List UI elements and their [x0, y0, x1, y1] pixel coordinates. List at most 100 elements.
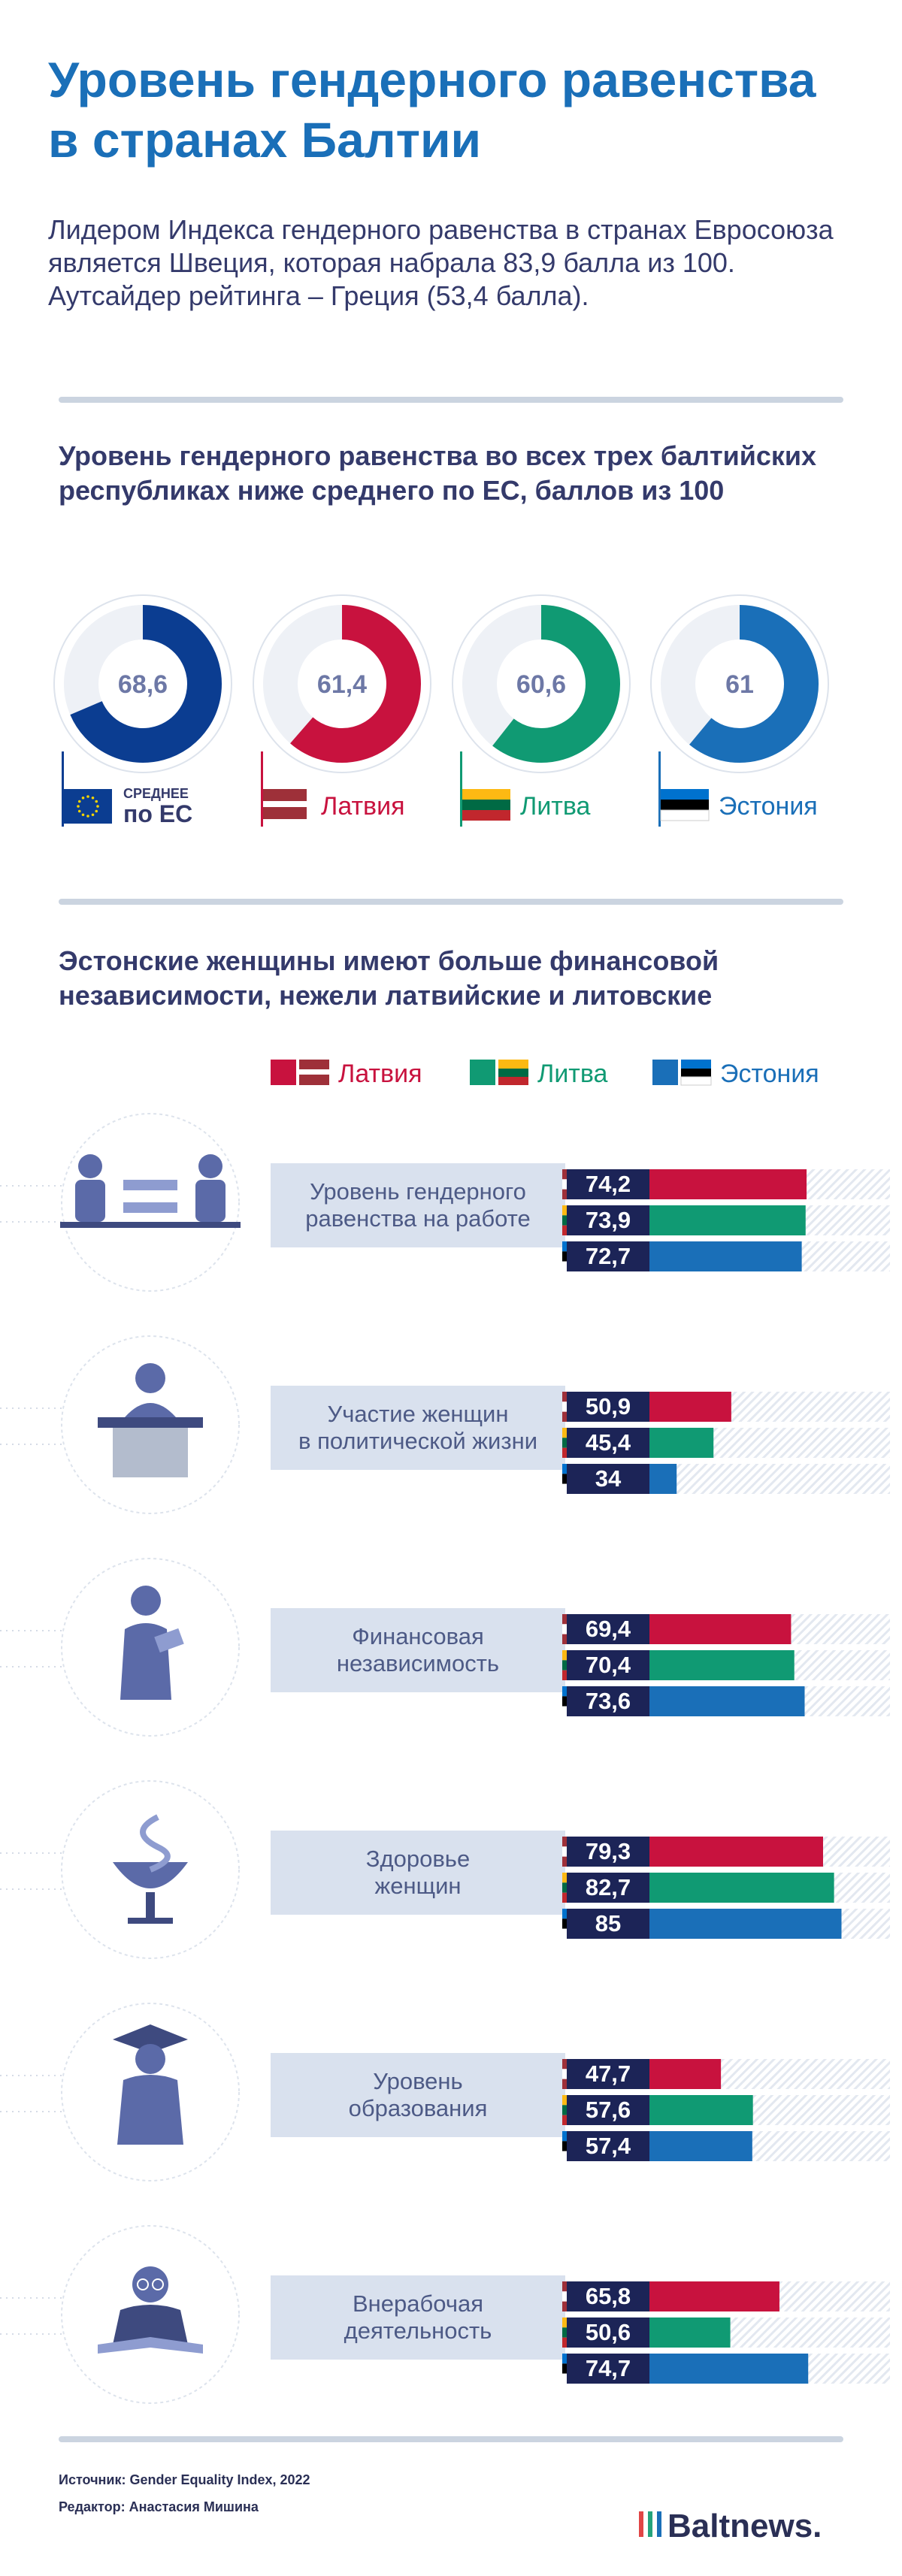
lithuania-flag-icon [462, 789, 510, 800]
legend-label: Эстония [720, 1060, 819, 1088]
eu-star [91, 813, 95, 817]
bar [649, 2354, 809, 2384]
bar-flag-stripe [562, 1241, 567, 1252]
estonia-flag-icon [661, 789, 709, 800]
bowl-stem [146, 1892, 155, 1919]
bar-flag-stripe [562, 1169, 567, 1180]
bar-value-label: 65,8 [586, 2283, 631, 2309]
graduate-icon [61, 2003, 240, 2181]
estonia-flag-stripe [661, 800, 709, 810]
bar-flag-stripe [562, 1706, 567, 1716]
open-book [98, 2337, 203, 2354]
bar-value-label: 57,4 [586, 2133, 631, 2159]
bar-value-label: 72,7 [586, 1243, 631, 1269]
person-head [78, 1154, 102, 1178]
woman-reading-icon [61, 2225, 240, 2404]
bar-value-label: 85 [595, 1910, 621, 1937]
bar-flag-stripe [562, 1205, 567, 1216]
bar-flag-stripe [562, 2373, 567, 2384]
bar-label-box [567, 1837, 649, 1867]
bar [649, 2131, 752, 2161]
donut-arc [492, 605, 620, 763]
flag-pole [460, 751, 462, 827]
bar [649, 1650, 795, 1680]
donut-arc [70, 605, 222, 763]
eu-star [91, 796, 95, 800]
latvia-flag-stripe [263, 801, 307, 807]
category-label: Уровень [373, 2068, 462, 2094]
category-label-box [271, 1386, 565, 1470]
lithuania-flag-icon [498, 1060, 528, 1069]
bar-value-label: 70,4 [586, 1652, 631, 1678]
bar-flag-stripe [562, 2363, 567, 2374]
bar-flag-stripe [562, 2095, 567, 2106]
desk [60, 1222, 241, 1228]
bar-flag-stripe [562, 2069, 567, 2079]
bar-value-label: 73,9 [586, 1207, 631, 1233]
category-label-box [271, 1163, 565, 1247]
bar-flag-stripe [562, 1928, 567, 1939]
eu-star [77, 809, 81, 813]
latvia-flag-stripe [299, 1069, 329, 1075]
bar-flag-stripe [562, 1882, 567, 1893]
person-head [135, 1363, 165, 1393]
bar-value-label: 74,7 [586, 2355, 631, 2381]
eu-star [81, 813, 85, 817]
divider [59, 397, 843, 403]
bar-flag-stripe [562, 1909, 567, 1919]
bar-flag-stripe [562, 2354, 567, 2364]
bar [649, 1205, 806, 1235]
glasses [152, 2278, 164, 2290]
bar-flag-stripe [562, 1401, 567, 1412]
bar-flag-stripe [562, 1873, 567, 1883]
bar-flag-stripe [562, 1846, 567, 1857]
bar-flag-stripe [562, 2079, 567, 2089]
eu-star [96, 805, 99, 808]
estonia-flag-stripe [680, 1076, 712, 1086]
bar-flag-stripe [562, 2317, 567, 2328]
woman-with-money-icon [61, 1558, 240, 1737]
legend-item-latvia: Латвия [271, 1060, 422, 1088]
country-label: Латвия [321, 792, 405, 821]
flag-pole [62, 751, 64, 827]
bar-value-label: 79,3 [586, 1838, 631, 1864]
bar-flag-stripe [562, 1650, 567, 1661]
bar [649, 1873, 834, 1903]
category-label: образования [349, 2095, 488, 2121]
category-label: Уровень гендерного [310, 1178, 526, 1205]
bar [649, 2317, 731, 2348]
page-title: Уровень гендерного равенства в странах Б… [48, 52, 816, 168]
bar [649, 1241, 802, 1271]
bar-value-label: 50,6 [586, 2319, 631, 2345]
donut-value: 60,6 [516, 670, 566, 699]
bar-flag-stripe [562, 2115, 567, 2125]
bar-flag-stripe [562, 2105, 567, 2115]
eu-star [81, 796, 85, 800]
eu-label-top: СРЕДНЕЕ [123, 786, 189, 801]
bar-flag-stripe [562, 1179, 567, 1190]
bar [649, 1686, 805, 1716]
eu-star [77, 800, 81, 803]
bar-flag-stripe [562, 1614, 567, 1625]
person-body [113, 2305, 188, 2345]
bar-flag-stripe [562, 1696, 567, 1707]
eu-star [77, 805, 80, 808]
bowl-base [128, 1918, 173, 1924]
category-label-box [271, 1608, 565, 1692]
section1-title: Уровень гендерного равенства во всех тре… [59, 440, 817, 506]
bar-label-box [567, 1392, 649, 1422]
bar-label-box [567, 1428, 649, 1458]
lithuania-flag-stripe [462, 800, 510, 810]
bar [649, 1392, 731, 1422]
bar-label-box [567, 1909, 649, 1939]
legend-label: Латвия [338, 1060, 422, 1088]
bar-flag-stripe [562, 1474, 567, 1484]
legend-item-estonia: Эстония [652, 1060, 819, 1088]
person-body [195, 1180, 226, 1222]
bar-flag-stripe [562, 1215, 567, 1226]
bar [649, 1909, 842, 1939]
